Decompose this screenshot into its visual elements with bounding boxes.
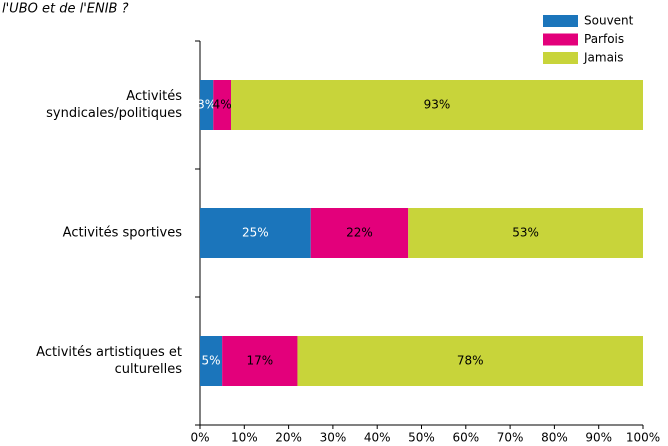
- bar-segment: [310, 208, 409, 258]
- chart-title: l'UBO et de l'ENIB ?: [2, 2, 129, 17]
- x-tick-label: 60%: [452, 431, 479, 445]
- legend-swatch: [543, 33, 578, 46]
- bar-segment: [222, 336, 298, 386]
- value-label: 5%: [202, 354, 221, 368]
- bar-segment: [200, 208, 311, 258]
- legend-swatch: [543, 15, 578, 27]
- x-tick-label: 50%: [408, 431, 435, 445]
- category-label: Activités sportives: [62, 225, 182, 241]
- x-tick-label: 70%: [497, 431, 524, 445]
- bar-segment: [297, 336, 643, 386]
- x-tick-label: 80%: [541, 431, 568, 445]
- x-tick-label: 100%: [626, 431, 660, 445]
- value-label: 3%: [197, 98, 216, 112]
- legend-label: Parfois: [584, 32, 624, 46]
- bar-segment: [200, 336, 223, 386]
- value-label: 4%: [213, 98, 232, 112]
- value-label: 22%: [346, 226, 373, 240]
- category-label: Activités artistiques et culturelles: [36, 345, 182, 377]
- bar-segment: [200, 80, 214, 130]
- x-tick-label: 40%: [364, 431, 391, 445]
- legend-swatch: [543, 52, 578, 64]
- x-tick-label: 90%: [585, 431, 612, 445]
- legend-label: Jamais: [583, 51, 624, 65]
- x-tick-label: 30%: [320, 431, 347, 445]
- category-label: Activités syndicales/politiques: [46, 89, 182, 121]
- value-label: 53%: [512, 226, 539, 240]
- value-label: 93%: [424, 98, 451, 112]
- value-label: 17%: [246, 354, 273, 368]
- bar-segment: [231, 80, 643, 130]
- value-label: 78%: [457, 354, 484, 368]
- x-tick-label: 0%: [190, 431, 209, 445]
- bar-segment: [213, 80, 232, 130]
- bar-segment: [408, 208, 643, 258]
- value-label: 25%: [242, 226, 269, 240]
- x-tick-label: 10%: [231, 431, 258, 445]
- x-tick-label: 20%: [275, 431, 302, 445]
- legend-label: Souvent: [584, 14, 634, 28]
